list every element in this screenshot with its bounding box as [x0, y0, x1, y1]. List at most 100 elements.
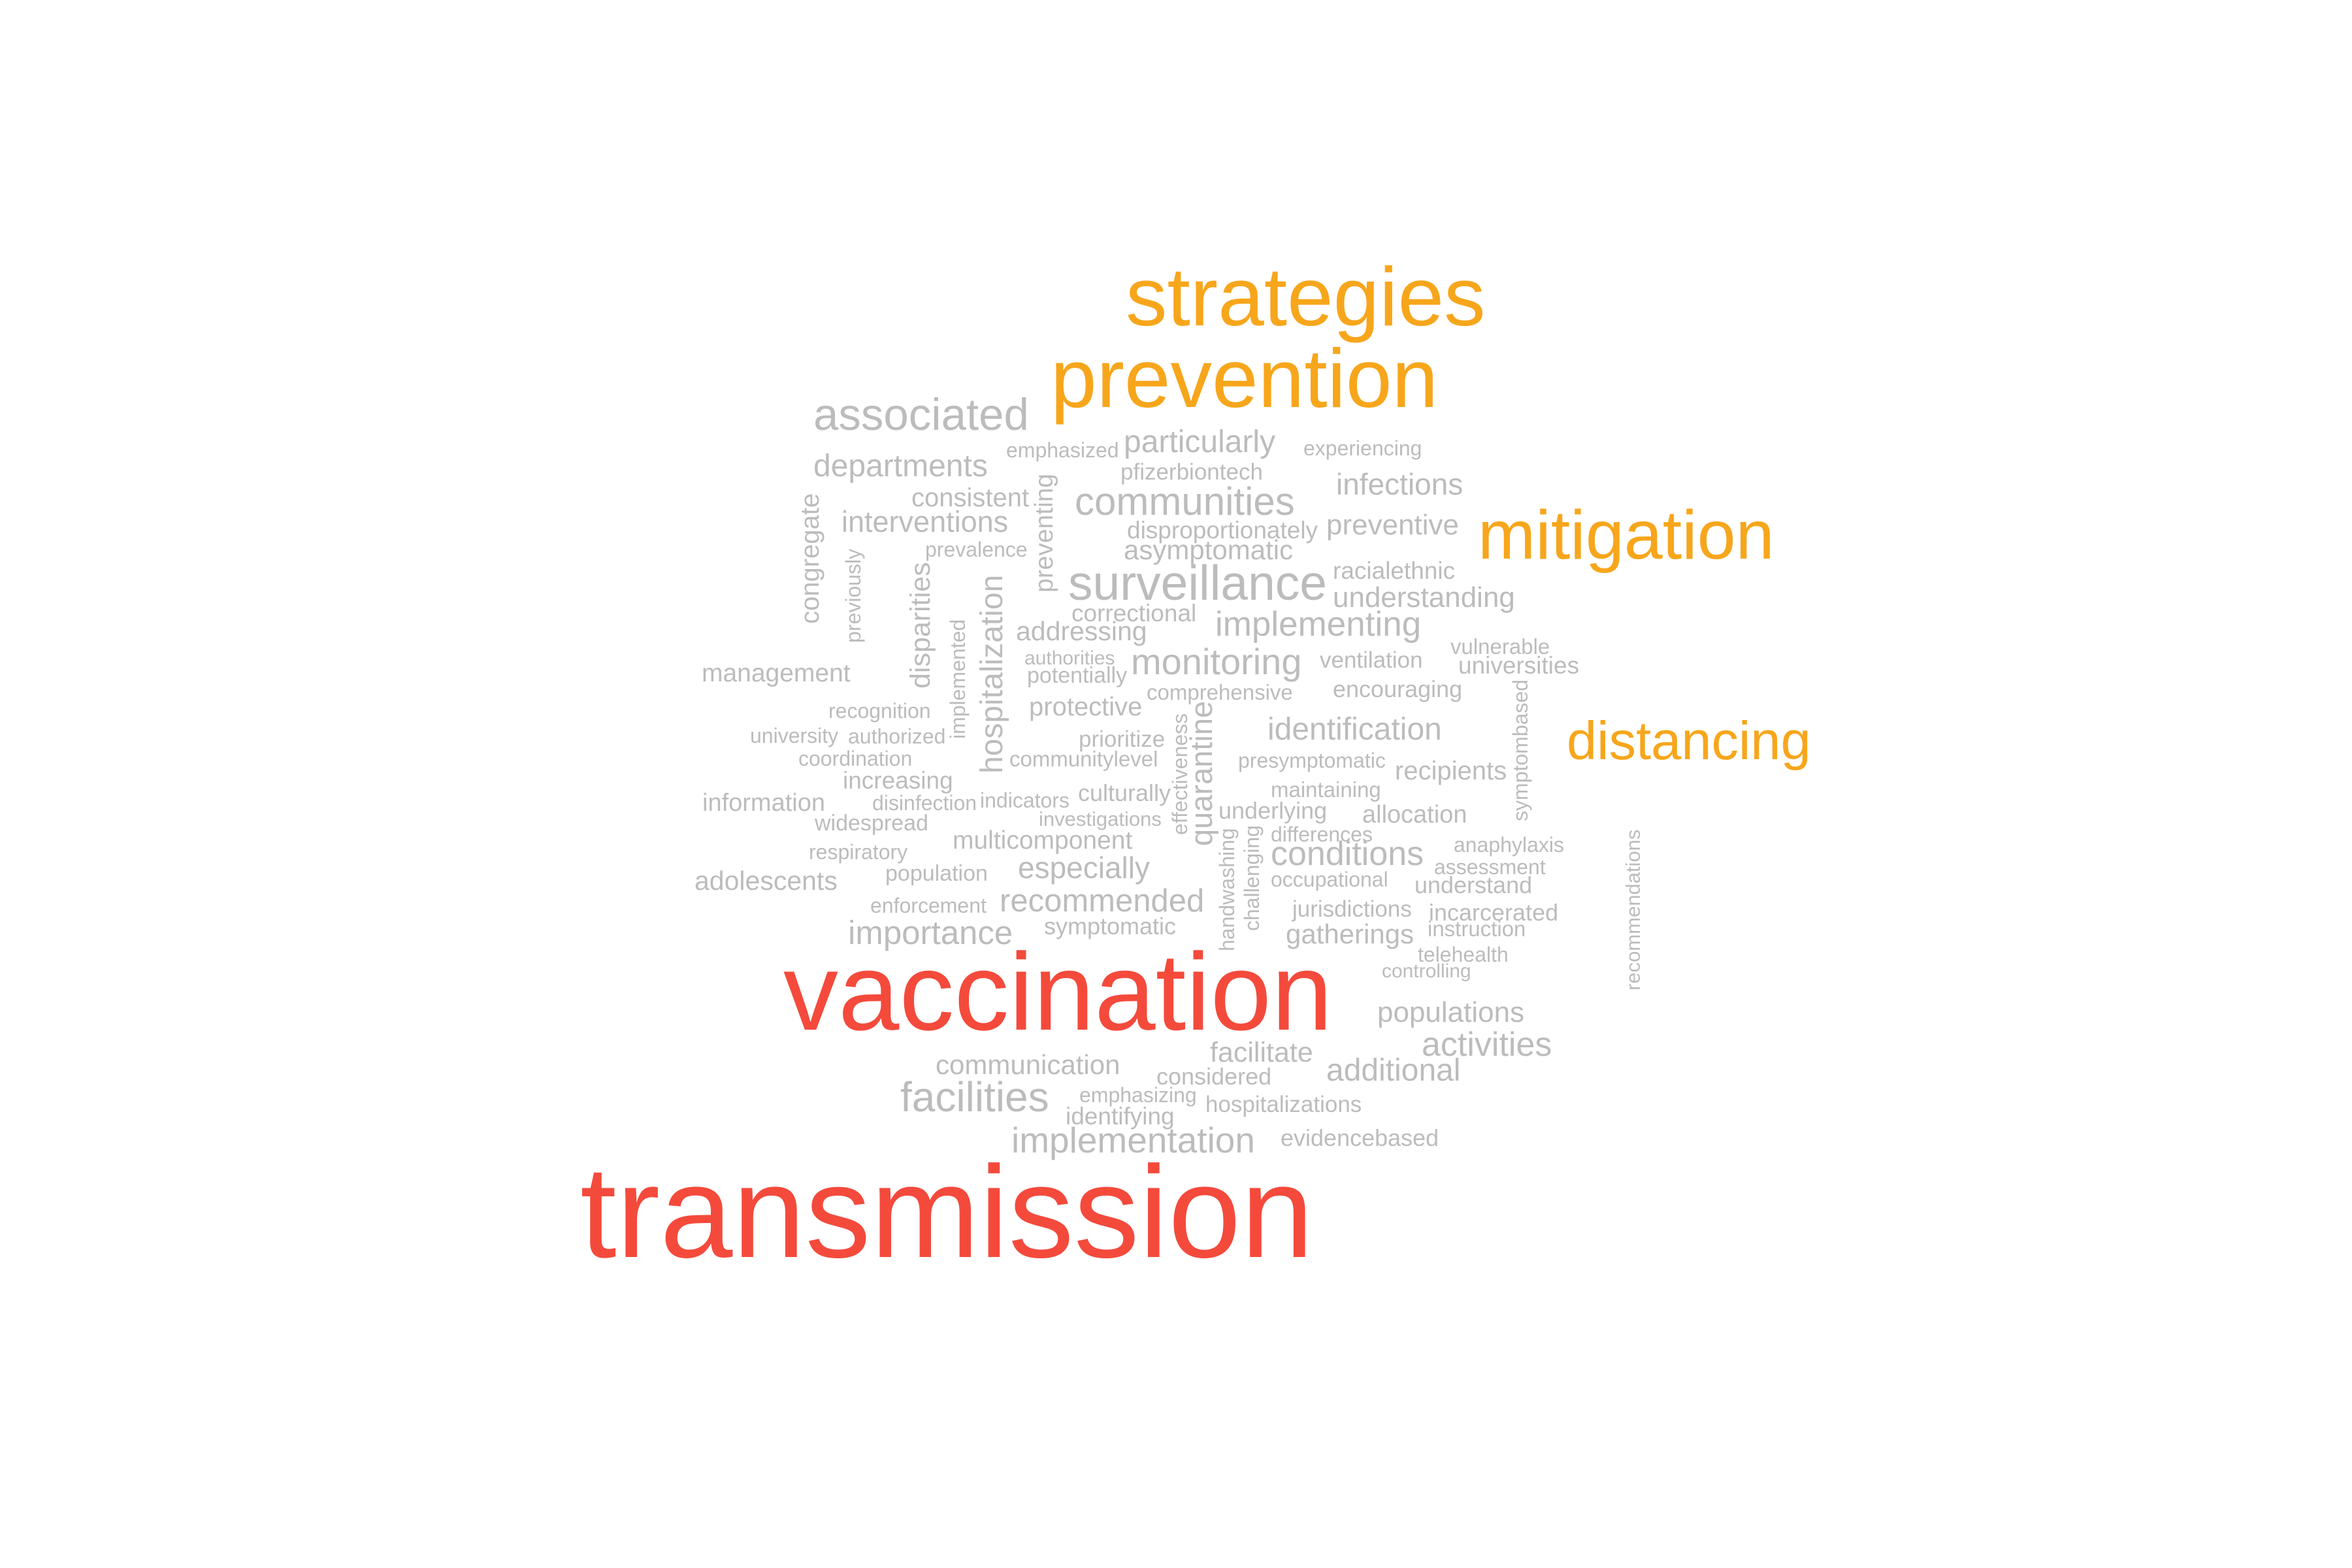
- cloud-word: assessment: [1434, 855, 1546, 879]
- cloud-word: additional: [1326, 1053, 1461, 1088]
- cloud-word: authorized: [848, 725, 946, 748]
- cloud-word: facilitate: [1210, 1037, 1313, 1068]
- cloud-word: information: [702, 789, 825, 817]
- cloud-word: ventilation: [1320, 647, 1423, 673]
- cloud-word: implemented: [946, 619, 970, 740]
- cloud-word: transmission: [580, 1139, 1314, 1285]
- cloud-word: correctional: [1071, 600, 1197, 627]
- cloud-word: university: [750, 724, 839, 747]
- cloud-word: previously: [841, 549, 865, 644]
- cloud-word: recipients: [1395, 757, 1507, 785]
- cloud-word: jurisdictions: [1292, 896, 1412, 922]
- cloud-word: communitylevel: [1009, 747, 1158, 771]
- cloud-word: implementing: [1215, 605, 1422, 644]
- cloud-word: mitigation: [1478, 497, 1774, 574]
- cloud-word: particularly: [1124, 425, 1276, 459]
- cloud-word: emphasized: [1006, 438, 1119, 462]
- cloud-word: asymptomatic: [1124, 534, 1294, 565]
- cloud-word: disinfection: [872, 791, 977, 815]
- cloud-word: comprehensive: [1147, 680, 1293, 704]
- cloud-word: monitoring: [1131, 641, 1302, 682]
- cloud-word: preventive: [1326, 509, 1460, 541]
- cloud-word: symptombased: [1509, 679, 1532, 821]
- cloud-word: anaphylaxis: [1454, 833, 1564, 857]
- cloud-word: congregate: [796, 493, 825, 625]
- cloud-word: especially: [1018, 851, 1150, 885]
- cloud-word: instruction: [1428, 917, 1526, 941]
- cloud-word: challenging: [1240, 825, 1264, 931]
- cloud-word: prevention: [1051, 332, 1439, 425]
- cloud-word: vaccination: [783, 930, 1333, 1053]
- cloud-word: protective: [1029, 693, 1143, 721]
- cloud-word: indicators: [980, 789, 1070, 812]
- cloud-word: hospitalizations: [1205, 1092, 1362, 1117]
- cloud-word: disproportionately: [1127, 517, 1318, 544]
- cloud-word: increasing: [843, 767, 953, 794]
- cloud-word: symptomatic: [1044, 913, 1177, 939]
- cloud-word: understand: [1414, 872, 1533, 898]
- cloud-word: quarantine: [1184, 701, 1218, 847]
- cloud-word: associated: [813, 389, 1029, 440]
- cloud-word: encouraging: [1333, 676, 1463, 702]
- cloud-word: culturally: [1078, 779, 1171, 806]
- cloud-word: hospitalization: [975, 575, 1009, 774]
- cloud-word: emphasizing: [1079, 1083, 1197, 1107]
- cloud-word: enforcement: [870, 894, 987, 917]
- cloud-word: activities: [1422, 1026, 1552, 1064]
- cloud-word: interventions: [841, 505, 1009, 538]
- cloud-word: telehealth: [1418, 943, 1509, 966]
- cloud-word: populations: [1377, 996, 1525, 1028]
- cloud-word: identifying: [1066, 1103, 1175, 1130]
- cloud-word: recognition: [828, 699, 931, 723]
- cloud-word: population: [885, 861, 988, 886]
- cloud-word: recommended: [1000, 883, 1205, 919]
- cloud-word: communities: [1075, 480, 1295, 523]
- cloud-word: allocation: [1362, 801, 1467, 828]
- cloud-word: incarcerated: [1429, 899, 1559, 926]
- cloud-word: addressing: [1016, 616, 1147, 646]
- cloud-word: surveillance: [1068, 555, 1328, 610]
- cloud-word: presymptomatic: [1238, 749, 1386, 772]
- cloud-word: respiratory: [809, 840, 908, 864]
- cloud-word: differences: [1271, 823, 1373, 846]
- cloud-word: implementation: [1011, 1120, 1255, 1160]
- cloud-word: potentially: [1027, 663, 1128, 688]
- cloud-word: investigations: [1039, 808, 1162, 830]
- cloud-word: departments: [813, 449, 988, 483]
- cloud-word: pfizerbiontech: [1120, 459, 1263, 485]
- cloud-word: vulnerable: [1450, 634, 1550, 659]
- cloud-word: handwashing: [1215, 828, 1239, 951]
- cloud-word: preventing: [1030, 474, 1058, 593]
- cloud-word: gatherings: [1286, 919, 1414, 949]
- cloud-word: management: [702, 659, 851, 687]
- cloud-word: occupational: [1271, 868, 1388, 891]
- cloud-word: racialethnic: [1333, 557, 1456, 584]
- cloud-word: universities: [1458, 652, 1580, 679]
- cloud-word: recommendations: [1622, 830, 1644, 991]
- cloud-word: authorities: [1024, 647, 1115, 669]
- cloud-word: prevalence: [925, 538, 1028, 561]
- cloud-word: controlling: [1382, 960, 1471, 982]
- cloud-word: communication: [936, 1049, 1120, 1080]
- cloud-word: identification: [1267, 712, 1442, 747]
- cloud-word: importance: [848, 914, 1013, 951]
- cloud-word: considered: [1156, 1063, 1272, 1090]
- cloud-word: experiencing: [1303, 436, 1422, 460]
- cloud-word: understanding: [1333, 581, 1515, 613]
- cloud-word: strategies: [1126, 250, 1486, 343]
- cloud-word: maintaining: [1271, 777, 1381, 802]
- cloud-word: conditions: [1271, 835, 1424, 873]
- cloud-word: disparities: [905, 562, 936, 689]
- cloud-word: infections: [1336, 467, 1463, 501]
- cloud-word: coordination: [798, 747, 913, 770]
- cloud-word: prioritize: [1079, 727, 1166, 752]
- cloud-word: evidencebased: [1281, 1124, 1439, 1151]
- cloud-word: adolescents: [694, 866, 838, 896]
- cloud-word: distancing: [1567, 710, 1811, 771]
- cloud-word: consistent: [911, 483, 1030, 512]
- cloud-word: widespread: [815, 811, 928, 836]
- cloud-word: facilities: [900, 1073, 1049, 1120]
- cloud-word: multicomponent: [953, 826, 1133, 855]
- cloud-word: underlying: [1218, 797, 1328, 824]
